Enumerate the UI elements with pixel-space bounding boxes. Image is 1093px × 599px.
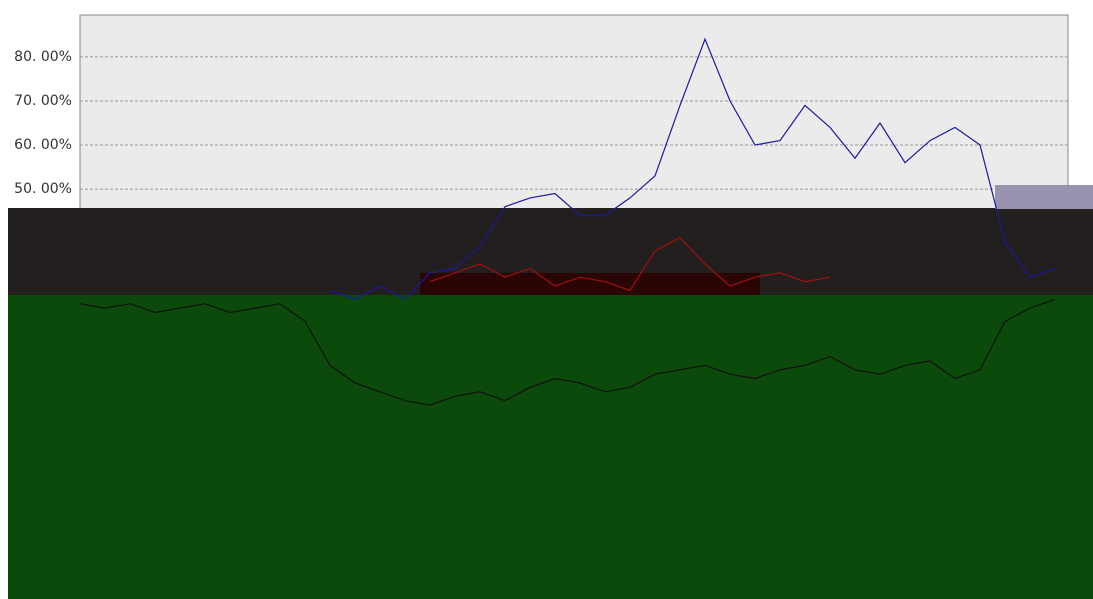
glitch-block: [8, 295, 1093, 599]
glitch-band: [420, 273, 760, 295]
series-line: [79, 298, 1056, 406]
lines: [79, 37, 1056, 406]
series-line: [329, 37, 1056, 301]
y-tick-label: 50. 00%: [14, 181, 72, 197]
y-tick-label: 60. 00%: [14, 137, 72, 153]
y-tick-label: 70. 00%: [14, 93, 72, 109]
y-tick-label: 80. 00%: [14, 49, 72, 65]
glitch-band: [995, 185, 1093, 209]
series-line: [429, 236, 831, 292]
